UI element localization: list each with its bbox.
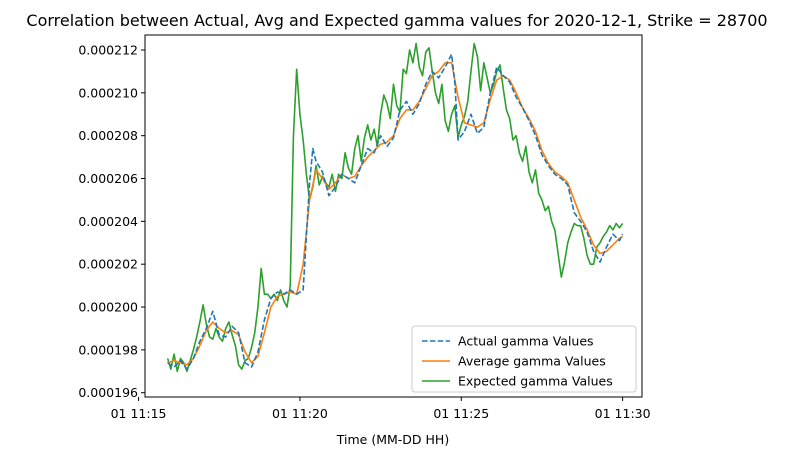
y-tick-label: 0.000202 (78, 257, 138, 272)
y-tick-label: 0.000200 (78, 300, 138, 315)
x-axis: 01 11:15 01 11:20 01 11:25 01 11:30 (111, 397, 651, 421)
series-line-actual-gamma-values (167, 53, 624, 370)
y-tick-label: 0.000212 (78, 42, 138, 57)
series-line-average-gamma-values (167, 62, 624, 366)
plot-frame (144, 34, 643, 398)
x-tick-label: 01 11:15 (111, 406, 167, 421)
y-tick-label: 0.000210 (78, 85, 138, 100)
chart-title: Correlation between Actual, Avg and Expe… (26, 11, 767, 30)
y-tick-label: 0.000196 (78, 385, 138, 400)
series-layer (166, 42, 624, 373)
series-line-expected-gamma-values (166, 42, 624, 373)
x-tick-label: 01 11:25 (433, 406, 489, 421)
legend: Actual gamma Values Average gamma Values E… (411, 325, 637, 393)
y-tick-label: 0.000204 (78, 214, 138, 229)
y-tick-label: 0.000208 (78, 128, 138, 143)
y-axis: 0.000196 0.000198 0.000200 0.000202 0.000204… (78, 42, 145, 400)
y-tick-label: 0.000198 (78, 342, 138, 357)
legend-label: Average gamma Values (458, 354, 606, 369)
plot-area (166, 42, 624, 373)
legend-box (411, 325, 637, 393)
legend-label: Expected gamma Values (458, 374, 613, 389)
y-tick-label: 0.000206 (78, 171, 138, 186)
x-axis-label: Time (MM-DD HH) (336, 432, 449, 447)
x-tick-label: 01 11:20 (272, 406, 328, 421)
legend-label: Actual gamma Values (458, 334, 594, 349)
x-tick-label: 01 11:30 (595, 406, 651, 421)
